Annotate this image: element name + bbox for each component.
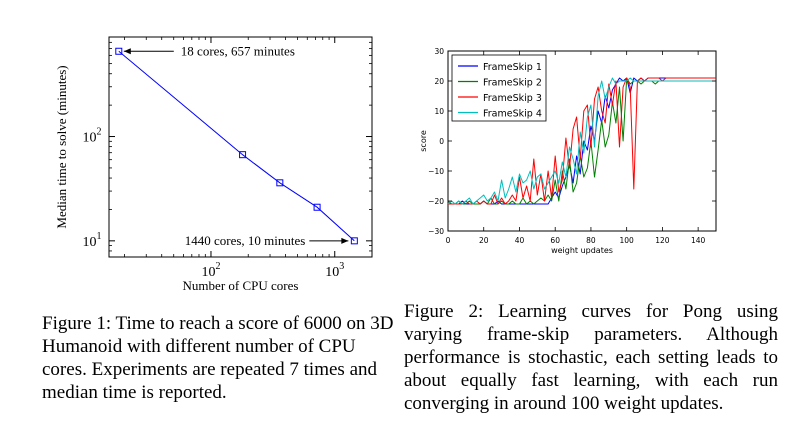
legend-entry: FrameSkip 1	[483, 62, 542, 73]
x-tick-label: 102	[201, 261, 220, 280]
x-tick-label: 20	[479, 236, 489, 245]
series-line	[118, 50, 355, 242]
x-tick-label: 140	[691, 236, 706, 245]
annotation-arrowhead	[123, 48, 131, 55]
x-axis-label: Number of CPU cores	[183, 278, 299, 293]
series-line-3	[448, 77, 716, 205]
y-tick-label: 102	[83, 127, 102, 146]
annotation-label: 1440 cores, 10 minutes	[185, 233, 306, 248]
y-tick-label: 101	[83, 231, 102, 250]
y-axis-label: score	[419, 130, 428, 152]
data-point-marker	[239, 151, 247, 159]
annotation-arrowhead	[341, 237, 349, 244]
y-tick-label: 30	[434, 47, 444, 56]
x-tick-label: 40	[515, 236, 525, 245]
y-tick-label: 0	[439, 137, 444, 146]
plot-frame	[108, 36, 373, 258]
x-tick-label: 120	[655, 236, 670, 245]
figure-1-chart: 102 103 101 102 Number of CPU cores Median ti…	[0, 0, 400, 300]
x-axis-label: weight updates	[551, 246, 613, 255]
legend-entry: FrameSkip 2	[483, 78, 542, 89]
y-tick-label: 20	[434, 77, 444, 86]
x-tick-label: 100	[620, 236, 635, 245]
x-tick-label: 0	[446, 236, 451, 245]
x-tick-label: 60	[550, 236, 560, 245]
data-point-marker	[115, 47, 123, 55]
data-point-marker	[350, 237, 358, 245]
annotation-label: 18 cores, 657 minutes	[181, 43, 295, 58]
pong-learning-curves-chart: 0 20 40 60 80 100 120 140 −30 −20 −10 0 10 20 30 weight…	[419, 47, 717, 255]
legend-entry: FrameSkip 3	[483, 93, 542, 104]
legend-entry: FrameSkip 4	[483, 109, 542, 120]
y-tick-label: 10	[434, 107, 444, 116]
figure-2-chart: 0 20 40 60 80 100 120 140 −30 −20 −10 0 10 20 30 weight…	[400, 0, 793, 275]
y-tick-label: −30	[428, 227, 444, 236]
legend: FrameSkip 1 FrameSkip 2 FrameSkip 3 FrameSk…	[451, 54, 547, 122]
figure-1-caption: Figure 1: Time to reach a score of 6000 …	[42, 313, 394, 403]
y-tick-label: −10	[428, 167, 444, 176]
figure-2-caption: Figure 2: Learning curves for Pong using…	[404, 301, 778, 414]
x-tick-label: 80	[586, 236, 596, 245]
series-line-4	[447, 77, 716, 205]
y-axis-label: Median time to solve (minutes)	[54, 65, 69, 228]
data-point-marker	[276, 179, 284, 187]
x-tick-label: 103	[325, 261, 344, 280]
y-tick-label: −20	[428, 197, 444, 206]
data-point-marker	[313, 203, 321, 211]
